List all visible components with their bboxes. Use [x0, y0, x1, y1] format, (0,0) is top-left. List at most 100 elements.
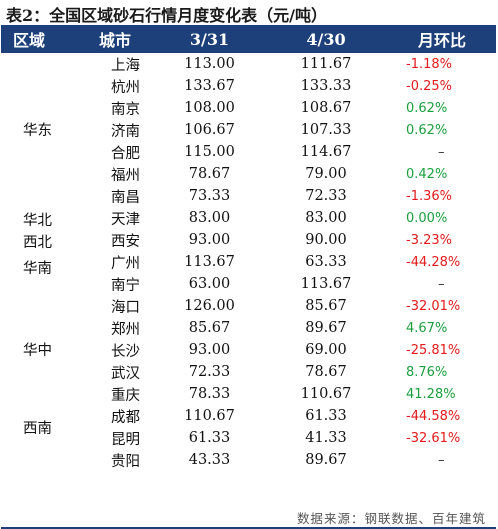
- value-cell: 83.00: [305, 210, 347, 226]
- region-cell-east: 华东: [1, 53, 85, 207]
- city-cell: 武汉: [111, 365, 140, 382]
- value-cell: 90.00: [305, 232, 347, 248]
- header-region: 区域: [13, 31, 46, 50]
- value-cell: 108.67: [300, 100, 352, 116]
- region-cell-south: 华南: [1, 251, 85, 317]
- change-cell: -44.58%: [406, 408, 461, 424]
- change-cell: 0.62%: [406, 100, 448, 116]
- value-cell: 111.67: [300, 56, 352, 72]
- value-cell: 72.33: [188, 364, 231, 380]
- region-cell-central: 华中: [1, 317, 85, 383]
- city-cell: 南京: [111, 101, 140, 118]
- city-cell: 西安: [111, 233, 140, 250]
- region-cell-southwest: 西南: [1, 383, 85, 471]
- change-cell: –: [438, 144, 445, 160]
- region-cell-northwest: 西北: [1, 229, 85, 251]
- change-cell: -1.18%: [406, 56, 452, 72]
- change-cell: 0.42%: [406, 166, 448, 182]
- value-cell: 41.33: [305, 430, 347, 446]
- value-cell: 115.00: [184, 144, 235, 160]
- change-cell: –: [438, 452, 445, 468]
- value-cell: 85.67: [305, 298, 347, 314]
- city-cell: 杭州: [111, 79, 140, 96]
- change-cell: 0.62%: [406, 122, 448, 138]
- city-cell: 济南: [111, 123, 140, 140]
- city-cell: 上海: [111, 57, 140, 74]
- table-row: 合肥 115.00 114.67 –: [1, 141, 496, 163]
- value-cell: 113.67: [300, 276, 352, 292]
- region-label: 华中: [23, 343, 52, 359]
- change-cell: -25.81%: [406, 342, 461, 358]
- value-cell: 63.00: [188, 276, 231, 292]
- table-row: 南京 108.00 108.67 0.62%: [1, 97, 496, 119]
- value-cell: 114.67: [300, 144, 352, 160]
- value-cell: 133.67: [184, 78, 235, 94]
- table-row: 海口 126.00 85.67 -32.01%: [1, 295, 496, 317]
- city-cell: 长沙: [111, 343, 140, 360]
- city-cell: 成都: [111, 409, 140, 426]
- city-cell: 海口: [111, 299, 140, 316]
- table-row: 南宁 63.00 113.67 –: [1, 273, 496, 295]
- value-cell: 106.67: [184, 122, 235, 138]
- table-row: 济南 106.67 107.33 0.62%: [1, 119, 496, 141]
- value-cell: 63.33: [305, 254, 347, 270]
- value-cell: 108.00: [184, 100, 235, 116]
- value-cell: 110.67: [184, 408, 235, 424]
- table-row: 华南 广州 113.67 63.33 -44.28%: [1, 251, 496, 277]
- city-cell: 重庆: [111, 387, 140, 404]
- change-cell: 41.28%: [406, 386, 456, 402]
- price-table: 区域 城市 3/31 4/30 月环比 华东 上海 113.00 111.67 …: [1, 25, 496, 471]
- city-cell: 合肥: [111, 145, 140, 162]
- header-row: 区域 城市 3/31 4/30 月环比: [1, 25, 496, 53]
- city-cell: 昆明: [111, 431, 140, 448]
- table-row: 福州 78.67 79.00 0.42%: [1, 163, 496, 185]
- value-cell: 69.00: [305, 342, 347, 358]
- value-cell: 61.33: [305, 408, 347, 424]
- table-row: 西北 西安 93.00 90.00 -3.23%: [1, 229, 496, 251]
- value-cell: 78.33: [188, 386, 231, 402]
- value-cell: 93.00: [188, 232, 231, 248]
- table-row: 成都 110.67 61.33 -44.58%: [1, 405, 496, 427]
- value-cell: 89.67: [305, 320, 347, 336]
- source-note: 数据来源：钢联数据、百年建筑: [296, 511, 486, 526]
- region-label: 西北: [23, 235, 52, 251]
- change-cell: 8.76%: [406, 364, 448, 380]
- header-change: 月环比: [417, 31, 466, 50]
- city-cell: 郑州: [111, 321, 140, 338]
- bottom-rule: [1, 527, 496, 529]
- table-row: 华东 上海 113.00 111.67 -1.18%: [1, 53, 496, 139]
- region-label: 华南: [23, 261, 52, 277]
- value-cell: 85.67: [188, 320, 231, 336]
- city-cell: 贵阳: [111, 453, 140, 470]
- table-row: 杭州 133.67 133.33 -0.25%: [1, 75, 496, 97]
- table-row: 华北 天津 83.00 83.00 0.00%: [1, 207, 496, 229]
- city-cell: 天津: [111, 211, 140, 228]
- value-cell: 83.00: [188, 210, 231, 226]
- region-label: 华东: [23, 123, 52, 139]
- value-cell: 113.00: [184, 56, 235, 72]
- header-date-1: 3/31: [189, 29, 230, 49]
- header-city: 城市: [99, 31, 132, 50]
- value-cell: 61.33: [188, 430, 231, 446]
- change-cell: -3.23%: [406, 232, 452, 248]
- value-cell: 72.33: [305, 188, 347, 204]
- table-row: 华中 郑州 85.67 89.67 4.67%: [1, 317, 496, 359]
- city-cell: 广州: [111, 255, 140, 272]
- region-label: 西南: [23, 421, 52, 437]
- value-cell: 133.33: [300, 78, 352, 94]
- change-cell: -44.28%: [406, 254, 461, 270]
- table-row: 贵阳 43.33 89.67 –: [1, 449, 496, 471]
- header-date-2: 4/30: [306, 29, 346, 49]
- table-row: 长沙 93.00 69.00 -25.81%: [1, 339, 496, 361]
- region-label: 华北: [23, 213, 52, 229]
- city-cell: 福州: [111, 167, 140, 184]
- table-row: 昆明 61.33 41.33 -32.61%: [1, 427, 496, 449]
- table-row: 南昌 73.33 72.33 -1.36%: [1, 185, 496, 207]
- value-cell: 78.67: [305, 364, 347, 380]
- value-cell: 79.00: [305, 166, 347, 182]
- change-cell: -1.36%: [406, 188, 452, 204]
- change-cell: –: [438, 276, 445, 292]
- value-cell: 93.00: [188, 342, 231, 358]
- value-cell: 73.33: [188, 188, 231, 204]
- change-cell: 4.67%: [406, 320, 448, 336]
